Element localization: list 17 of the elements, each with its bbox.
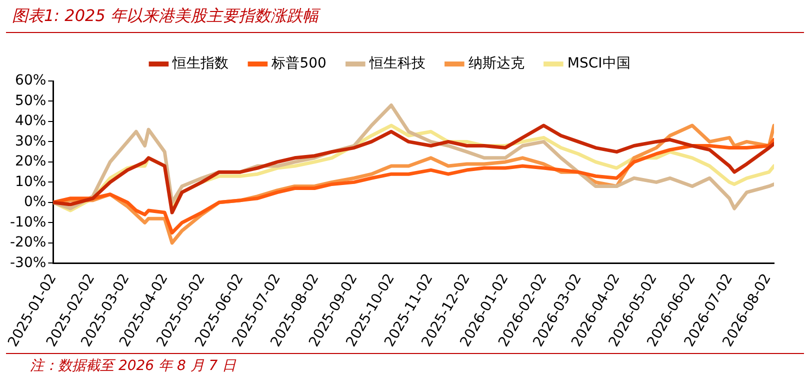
y-tick-label: -20% xyxy=(10,234,46,251)
legend-label: 标普500 xyxy=(270,54,326,72)
legend-label: 纳斯达克 xyxy=(468,56,524,72)
text: 注：数据截至 2026 年 8 月 7 日 xyxy=(29,357,238,375)
legend-label: MSCI中国 xyxy=(567,56,630,72)
y-tick-label: 20% xyxy=(15,154,46,170)
y-tick-label: -30% xyxy=(10,254,46,271)
y-tick-label: 50% xyxy=(15,92,46,109)
y-tick-label: 60% xyxy=(15,72,46,89)
legend-label: 恒生指数 xyxy=(172,56,229,72)
y-tick-label: 10% xyxy=(15,174,46,190)
y-tick-label: 30% xyxy=(15,133,46,150)
chart-title: 图表1: 2025 年以来港美股主要指数涨跌幅 xyxy=(11,5,322,27)
y-tick-label: 40% xyxy=(15,113,46,130)
legend-label: 恒生科技 xyxy=(368,56,426,72)
y-tick-label: -10% xyxy=(10,214,46,230)
y-tick-label: 0% xyxy=(24,194,46,210)
